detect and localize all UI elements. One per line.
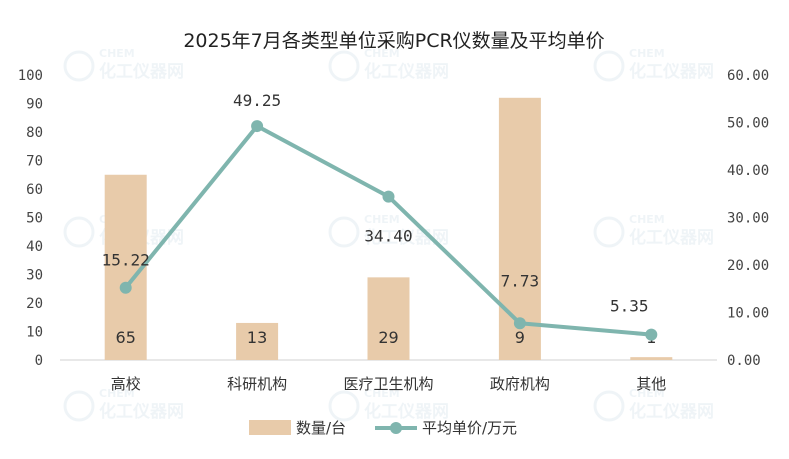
bar-value-label: 29 [378, 328, 398, 347]
watermark-cn-text: 化工仪器网 [99, 61, 184, 82]
category-label: 高校 [111, 375, 141, 393]
line-value-label: 34.40 [364, 227, 412, 246]
right-tick-label: 50.00 [727, 116, 769, 132]
legend: 数量/台 平均单价/万元 [249, 419, 517, 437]
legend-line-label: 平均单价/万元 [422, 419, 517, 437]
category-label: 政府机构 [490, 375, 550, 393]
watermark-logo-text: CHEM [629, 387, 665, 400]
left-tick-label: 20 [26, 296, 43, 312]
left-tick-label: 30 [26, 268, 43, 284]
watermark-cn-text: 化工仪器网 [629, 61, 714, 82]
left-tick-label: 100 [18, 68, 43, 84]
watermark-logo-icon [593, 216, 625, 248]
chart-title: 2025年7月各类型单位采购PCR仪数量及平均单价 [183, 30, 604, 52]
watermark-logo-text: CHEM [364, 213, 400, 226]
category-label: 其他 [636, 375, 666, 393]
line-point-4 [645, 328, 658, 341]
line-value-label: 49.25 [233, 91, 281, 110]
category-label: 医疗卫生机构 [343, 375, 433, 393]
line-point-1 [251, 120, 264, 133]
right-tick-label: 10.00 [727, 306, 769, 322]
watermark-logo-text: CHEM [364, 387, 400, 400]
watermark-logo-icon [328, 216, 360, 248]
legend-bar-swatch [249, 420, 291, 435]
left-tick-label: 0 [35, 353, 43, 369]
left-tick-label: 40 [26, 239, 43, 255]
category-label: 科研机构 [227, 375, 287, 393]
watermark-logo-icon [63, 50, 95, 82]
bar-value-label: 9 [515, 328, 525, 347]
left-tick-label: 90 [26, 97, 43, 113]
watermark-logo-icon [593, 390, 625, 422]
watermark-logo-text: CHEM [364, 47, 400, 60]
bar-value-label: 13 [247, 328, 267, 347]
left-y-axis: 0 10 20 30 40 50 60 70 80 90 100 [18, 68, 43, 369]
watermark-cn-text: 化工仪器网 [364, 401, 449, 422]
watermark-logo-icon [593, 50, 625, 82]
bar-2 [367, 277, 410, 360]
right-y-axis: 0.00 10.00 20.00 30.00 40.00 50.00 60.00 [727, 68, 769, 369]
line-value-label: 15.22 [102, 251, 150, 270]
right-tick-label: 60.00 [727, 68, 769, 84]
right-tick-label: 0.00 [727, 353, 761, 369]
line-point-3 [513, 317, 526, 330]
watermark-cn-text: 化工仪器网 [629, 227, 714, 248]
watermark-logo-text: CHEM [629, 213, 665, 226]
bar-3 [498, 97, 541, 361]
bar-4 [630, 357, 673, 360]
watermark-logo-icon [328, 50, 360, 82]
watermark-logo-text: CHEM [629, 47, 665, 60]
left-tick-label: 70 [26, 154, 43, 170]
left-tick-label: 10 [26, 325, 43, 341]
line-series: 15.22 49.25 34.40 7.73 5.35 [102, 91, 658, 341]
category-labels: 高校 科研机构 医疗卫生机构 政府机构 其他 [111, 375, 667, 393]
left-tick-label: 60 [26, 182, 43, 198]
watermark-logo-icon [63, 390, 95, 422]
watermark-logo-icon [63, 216, 95, 248]
bar-value-label: 65 [116, 328, 136, 347]
right-tick-label: 40.00 [727, 163, 769, 179]
line-point-2 [382, 190, 395, 203]
right-tick-label: 30.00 [727, 211, 769, 227]
left-tick-label: 80 [26, 125, 43, 141]
line-point-0 [119, 281, 132, 294]
bar-1 [236, 322, 279, 360]
watermark-cn-text: 化工仪器网 [99, 401, 184, 422]
watermark-cn-text: 化工仪器网 [364, 61, 449, 82]
watermark-logo-text: CHEM [99, 47, 135, 60]
left-tick-label: 50 [26, 211, 43, 227]
right-tick-label: 20.00 [727, 258, 769, 274]
watermark-logo-text: CHEM [99, 387, 135, 400]
legend-line-marker [390, 422, 402, 434]
watermark-cn-text: 化工仪器网 [629, 401, 714, 422]
line-value-label: 7.73 [501, 271, 540, 290]
watermark-logo-icon [328, 390, 360, 422]
line-value-label: 5.35 [610, 297, 649, 316]
legend-bar-label: 数量/台 [296, 419, 346, 437]
